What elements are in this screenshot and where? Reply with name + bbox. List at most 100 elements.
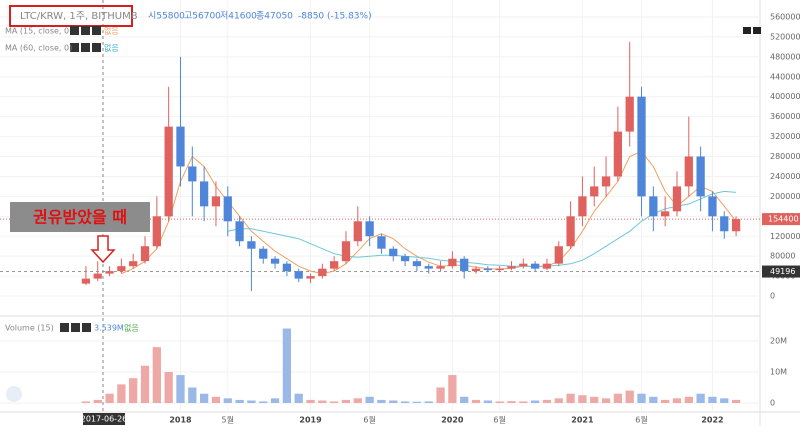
- legend-volume: Volume (15): [5, 324, 54, 333]
- volume-bar: [318, 400, 327, 404]
- candle-body: [590, 186, 599, 197]
- candle-body: [696, 156, 705, 197]
- candle-body: [353, 221, 362, 242]
- y-tick-label: 440000: [770, 72, 800, 81]
- candle-body: [436, 266, 445, 269]
- x-tick-label: 5월: [222, 415, 234, 425]
- candle-body: [389, 248, 398, 257]
- volume-bar: [330, 401, 339, 404]
- y-tick-label: 360000: [770, 112, 800, 121]
- marked-price-tag: [762, 265, 800, 278]
- volume-bar: [542, 399, 552, 404]
- candle-body: [365, 221, 374, 237]
- ohlc-value: 저41600: [220, 11, 257, 22]
- volume-bar: [436, 387, 445, 404]
- candle-body: [223, 196, 232, 222]
- y-tick-label: 320000: [770, 132, 800, 141]
- volume-bar: [400, 401, 410, 404]
- candle-body: [672, 186, 682, 212]
- volume-bar: [649, 396, 658, 404]
- ohlc-values: 시55800 고56700 저41600 종47050 -8850 (-15.83%): [148, 11, 372, 22]
- candle-body: [684, 156, 693, 187]
- legend-ma60: MA (60, close, 0): [5, 44, 72, 53]
- candle-body: [81, 278, 91, 284]
- legend-ma15: MA (15, close, 0): [5, 27, 72, 36]
- volume-bar: [424, 401, 433, 404]
- candle-body: [448, 258, 457, 267]
- volume-bar: [519, 401, 528, 404]
- volume-bar: [247, 400, 256, 404]
- legend-icons[interactable]: [60, 26, 101, 332]
- volume-bar: [93, 399, 102, 404]
- candle-body: [731, 219, 741, 232]
- volume-bar: [259, 401, 268, 404]
- y-tick-label: 520000: [770, 32, 800, 41]
- candle-body: [649, 196, 658, 217]
- volume-bar: [578, 395, 587, 404]
- volume-bar: [235, 399, 244, 404]
- volume-bar: [495, 401, 504, 404]
- volume-bar: [117, 384, 126, 404]
- volume-bar: [507, 401, 516, 404]
- x-tick-label: 6월: [363, 415, 375, 425]
- candle-body: [566, 216, 575, 247]
- candle-body: [199, 181, 209, 207]
- candle-body: [164, 126, 173, 217]
- annotation: 권유받았을 때: [33, 208, 127, 227]
- candle-body: [341, 241, 351, 262]
- y-tick-label: 240000: [770, 172, 800, 181]
- candle-body: [93, 273, 102, 279]
- volume-bar: [389, 400, 398, 404]
- y-tick-label: 80000: [770, 252, 795, 261]
- candle-body: [720, 216, 729, 232]
- volume-bar: [566, 393, 575, 404]
- collapse-icon[interactable]: [753, 27, 761, 34]
- candle-body: [625, 96, 634, 132]
- volume-bar: [684, 396, 693, 404]
- candle-body: [176, 126, 185, 167]
- current-price-tag: [762, 213, 800, 226]
- volume-bar: [613, 393, 623, 404]
- volume-bar: [483, 400, 492, 404]
- collapse-icon[interactable]: [743, 27, 751, 34]
- legend-ma15-value: 없음: [104, 27, 119, 36]
- candle-body: [235, 221, 244, 242]
- candle-body: [460, 258, 469, 272]
- logo-icon[interactable]: [6, 386, 22, 402]
- y-tick-label: 120000: [770, 232, 800, 241]
- volume-bar: [731, 399, 741, 404]
- volume-bar: [188, 387, 197, 404]
- candle-body: [188, 166, 197, 182]
- volume-bar: [460, 396, 469, 404]
- candle-body: [661, 211, 670, 217]
- symbol-title: LTC/KRW, 1주, BITHUMB: [20, 11, 138, 22]
- y-tick-label: 400000: [770, 92, 800, 101]
- volume-bar: [412, 401, 422, 404]
- volume-tick-label: 10M: [770, 367, 787, 376]
- ohlc-value: 종47050: [256, 11, 293, 22]
- volume-bar: [377, 399, 386, 404]
- candle-body: [412, 261, 422, 267]
- volume-bar: [129, 378, 138, 404]
- candle-body: [542, 263, 552, 269]
- x-tick-label: 2020: [441, 416, 464, 425]
- volume-bar: [152, 347, 161, 404]
- annotation-box: [10, 202, 150, 232]
- candle-body: [377, 236, 386, 249]
- candle-body: [554, 246, 563, 264]
- current-price-label: 154400: [768, 215, 799, 224]
- volume-bar: [365, 396, 374, 404]
- candle-body: [613, 131, 623, 177]
- volume-bar: [223, 398, 232, 404]
- candle-body: [471, 268, 481, 272]
- x-tick-label: 6월: [635, 415, 647, 425]
- x-tick-label: 6월: [493, 415, 505, 425]
- candle-body: [282, 263, 292, 272]
- candle-body: [708, 196, 717, 217]
- candle-body: [259, 248, 268, 259]
- volume-bar: [696, 393, 705, 404]
- candle-body: [519, 263, 528, 267]
- volume-tick-label: 20M: [770, 336, 787, 345]
- volume-bar: [708, 396, 717, 404]
- y-tick-label: 560000: [770, 12, 800, 21]
